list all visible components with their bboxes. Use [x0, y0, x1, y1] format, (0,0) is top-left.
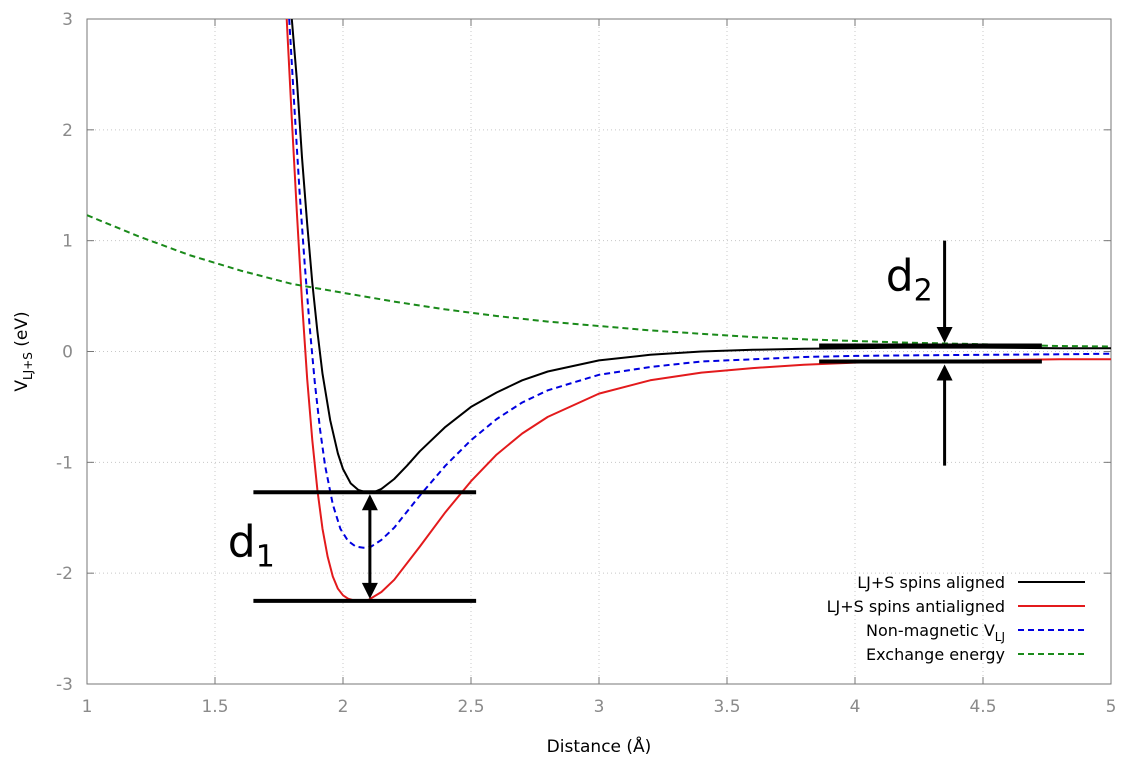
x-tick-label-6: 4	[850, 697, 861, 717]
y-tick-label-4: 1	[62, 232, 73, 252]
legend-label-3: Exchange energy	[866, 645, 1005, 664]
y-axis-label-sub: LJ+S	[21, 352, 35, 380]
x-tick-label-2: 2	[338, 697, 349, 717]
legend-label-sub-2: LJ	[995, 630, 1005, 644]
series-line-0	[290, 19, 1111, 494]
x-tick-label-4: 3	[594, 697, 605, 717]
y-axis-label-base: V	[12, 380, 32, 392]
d1-arrow-head-bottom	[361, 582, 378, 599]
y-tick-label-0: -3	[56, 675, 73, 695]
y-tick-label-6: 3	[62, 10, 73, 30]
x-tick-label-5: 3.5	[713, 697, 740, 717]
series-line-3	[87, 214, 1111, 348]
series-line-2	[288, 19, 1111, 549]
x-tick-label-1: 1.5	[201, 697, 228, 717]
x-tick-label-3: 2.5	[457, 697, 484, 717]
d2-arrow-head-bottom	[936, 364, 953, 381]
x-tick-label-8: 5	[1106, 697, 1117, 717]
grid	[87, 19, 1111, 684]
d1-label-sub: 1	[256, 540, 275, 575]
x-axis-label: Distance (Å)	[547, 735, 652, 757]
y-tick-label-1: -2	[56, 564, 73, 584]
y-tick-label-2: -1	[56, 453, 73, 473]
d1-label: d1	[228, 517, 275, 575]
d2-label-base: d	[886, 251, 914, 302]
x-tick-label-7: 4.5	[969, 697, 996, 717]
x-tick-label-0: 1	[82, 697, 93, 717]
legend-label-base-3: Exchange energy	[866, 645, 1005, 664]
legend-label-base-2: Non-magnetic V	[866, 621, 995, 640]
d2-label-sub: 2	[914, 274, 933, 309]
y-tick-label-3: 0	[62, 343, 73, 363]
d1-label-base: d	[228, 517, 256, 568]
ticks: 1 1.5 2 2.5 3 3.5 4 4.5 5 -3 -2 -1 0 1 2 3	[56, 10, 1116, 717]
legend-label-base-1: LJ+S spins antialigned	[827, 597, 1005, 616]
series-layer	[87, 19, 1111, 602]
legend-label-base-0: LJ+S spins aligned	[857, 573, 1005, 592]
d2-label: d2	[886, 251, 933, 309]
legend: LJ+S spins aligned LJ+S spins antialigned…	[827, 573, 1085, 664]
legend-label-1: LJ+S spins antialigned	[827, 597, 1005, 616]
legend-label-0: LJ+S spins aligned	[857, 573, 1005, 592]
legend-label-2: Non-magnetic VLJ	[866, 621, 1005, 644]
y-axis-label-rest: (eV)	[12, 311, 32, 352]
y-tick-label-5: 2	[62, 121, 73, 141]
d2-arrow-head-top	[936, 326, 953, 343]
y-axis-label: VLJ+S (eV)	[12, 311, 35, 391]
d1-arrow-head-top	[361, 494, 378, 511]
series-line-1	[285, 19, 1111, 602]
